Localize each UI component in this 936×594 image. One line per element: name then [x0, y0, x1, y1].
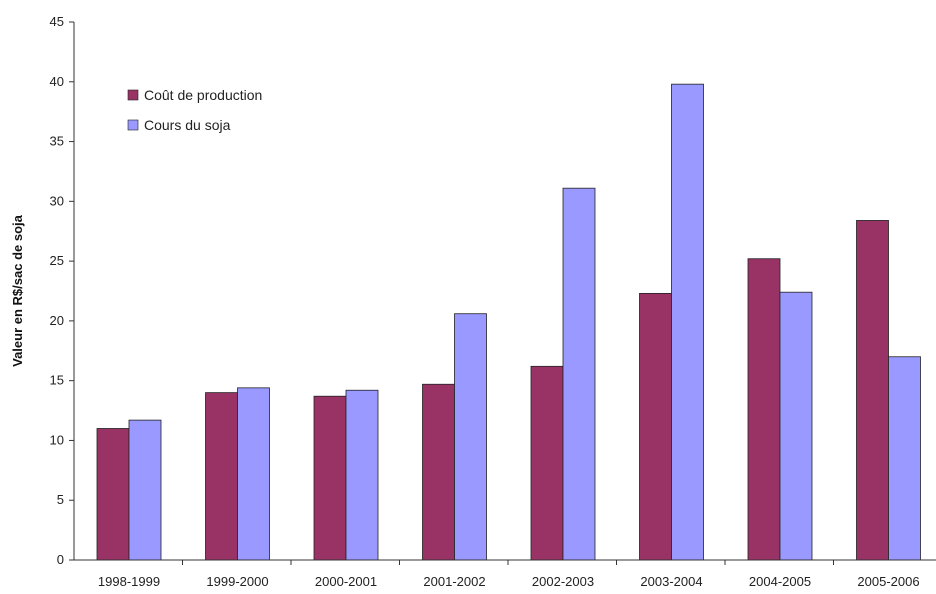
y-tick-label: 5: [57, 492, 64, 507]
bar-cours-soja: [779, 291, 813, 561]
x-tick-label: 1998-1999: [98, 574, 160, 589]
bar-cout-production: [639, 292, 672, 561]
x-tick-label: 1999-2000: [206, 574, 268, 589]
y-tick-label: 10: [50, 432, 64, 447]
y-tick-label: 15: [50, 373, 64, 388]
y-tick-label: 40: [50, 74, 64, 89]
bar-cours-soja: [128, 419, 162, 561]
y-axis-ticks: 0 5 10 15 20 25 30 35 40 45: [50, 14, 74, 567]
bar-cours-soja: [237, 387, 270, 561]
bar-cout-production: [422, 383, 455, 561]
x-tick-label: 2001-2002: [423, 574, 485, 589]
legend-label: Cours du soja: [144, 117, 231, 133]
y-axis-title: Valeur en R$/sac de soja: [10, 214, 25, 367]
legend-swatch: [127, 119, 139, 131]
y-tick-label: 25: [50, 253, 64, 268]
x-tick-label: 2003-2004: [640, 574, 702, 589]
x-tick-label: 2004-2005: [749, 574, 811, 589]
bar-cout-production: [313, 395, 347, 561]
y-tick-label: 35: [50, 134, 64, 149]
bar-cout-production: [96, 428, 130, 561]
y-tick-label: 45: [50, 14, 64, 29]
legend: Coût de production Cours du soja: [127, 87, 262, 133]
bar-cours-soja: [671, 83, 704, 561]
bar-cout-production: [856, 220, 889, 561]
y-tick-label: 20: [50, 313, 64, 328]
legend-label: Coût de production: [144, 87, 262, 103]
bars: [96, 83, 921, 561]
x-tick-label: 2002-2003: [532, 574, 594, 589]
bar-cours-soja: [888, 356, 921, 561]
bar-cours-soja: [345, 389, 379, 561]
x-tick-label: 2000-2001: [315, 574, 377, 589]
bar-cout-production: [747, 258, 781, 561]
y-tick-label: 30: [50, 193, 64, 208]
bar-cours-soja: [454, 313, 487, 561]
y-tick-label: 0: [57, 552, 64, 567]
x-tick-label: 2005-2006: [857, 574, 919, 589]
bar-cours-soja: [562, 187, 596, 561]
x-axis-ticks: 1998-1999 1999-2000 2000-2001 2001-2002 2002…: [98, 560, 920, 589]
bar-cout-production: [205, 392, 238, 561]
bar-cout-production: [530, 365, 564, 561]
legend-swatch: [127, 89, 139, 101]
